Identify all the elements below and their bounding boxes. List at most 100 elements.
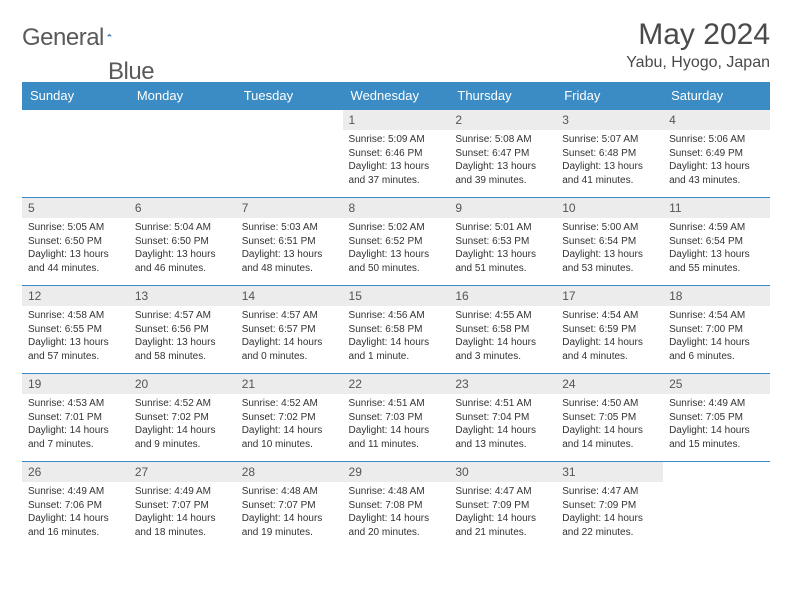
daylight-text: Daylight: 14 hours and 19 minutes.: [242, 512, 337, 539]
day-details: Sunrise: 4:55 AMSunset: 6:58 PMDaylight:…: [449, 306, 556, 373]
day-number: 7: [236, 198, 343, 218]
day-number: 24: [556, 374, 663, 394]
day-details: Sunrise: 5:08 AMSunset: 6:47 PMDaylight:…: [449, 130, 556, 197]
day-cell: 5Sunrise: 5:05 AMSunset: 6:50 PMDaylight…: [22, 198, 129, 286]
sunset-text: Sunset: 6:47 PM: [455, 147, 550, 161]
sunset-text: Sunset: 6:58 PM: [455, 323, 550, 337]
daylight-text: Daylight: 14 hours and 18 minutes.: [135, 512, 230, 539]
day-cell: 23Sunrise: 4:51 AMSunset: 7:04 PMDayligh…: [449, 374, 556, 462]
sunrise-text: Sunrise: 4:56 AM: [349, 309, 444, 323]
day-cell: 22Sunrise: 4:51 AMSunset: 7:03 PMDayligh…: [343, 374, 450, 462]
sunset-text: Sunset: 7:07 PM: [242, 499, 337, 513]
day-number: 3: [556, 110, 663, 130]
daylight-text: Daylight: 13 hours and 43 minutes.: [669, 160, 764, 187]
sunset-text: Sunset: 6:54 PM: [669, 235, 764, 249]
week-row: 19Sunrise: 4:53 AMSunset: 7:01 PMDayligh…: [22, 374, 770, 462]
day-cell: 15Sunrise: 4:56 AMSunset: 6:58 PMDayligh…: [343, 286, 450, 374]
sunrise-text: Sunrise: 5:09 AM: [349, 133, 444, 147]
day-cell: 16Sunrise: 4:55 AMSunset: 6:58 PMDayligh…: [449, 286, 556, 374]
dayname-saturday: Saturday: [663, 82, 770, 110]
sunrise-text: Sunrise: 4:53 AM: [28, 397, 123, 411]
sunrise-text: Sunrise: 4:52 AM: [242, 397, 337, 411]
dayname-monday: Monday: [129, 82, 236, 110]
sunrise-text: Sunrise: 4:49 AM: [28, 485, 123, 499]
day-number: 18: [663, 286, 770, 306]
day-number: 1: [343, 110, 450, 130]
day-number: 21: [236, 374, 343, 394]
sunset-text: Sunset: 7:04 PM: [455, 411, 550, 425]
sunrise-text: Sunrise: 5:07 AM: [562, 133, 657, 147]
day-cell: 20Sunrise: 4:52 AMSunset: 7:02 PMDayligh…: [129, 374, 236, 462]
day-cell: 30Sunrise: 4:47 AMSunset: 7:09 PMDayligh…: [449, 462, 556, 550]
sunrise-text: Sunrise: 4:49 AM: [135, 485, 230, 499]
sunset-text: Sunset: 7:03 PM: [349, 411, 444, 425]
sunrise-text: Sunrise: 5:02 AM: [349, 221, 444, 235]
day-number: 22: [343, 374, 450, 394]
day-cell: 17Sunrise: 4:54 AMSunset: 6:59 PMDayligh…: [556, 286, 663, 374]
day-details: Sunrise: 4:59 AMSunset: 6:54 PMDaylight:…: [663, 218, 770, 285]
day-details: Sunrise: 4:51 AMSunset: 7:04 PMDaylight:…: [449, 394, 556, 461]
day-cell: 0...: [663, 462, 770, 550]
day-cell: 31Sunrise: 4:47 AMSunset: 7:09 PMDayligh…: [556, 462, 663, 550]
day-details: Sunrise: 5:09 AMSunset: 6:46 PMDaylight:…: [343, 130, 450, 197]
daylight-text: Daylight: 13 hours and 58 minutes.: [135, 336, 230, 363]
daylight-text: Daylight: 14 hours and 11 minutes.: [349, 424, 444, 451]
week-row: 26Sunrise: 4:49 AMSunset: 7:06 PMDayligh…: [22, 462, 770, 550]
month-title: May 2024: [626, 18, 770, 52]
sunrise-text: Sunrise: 4:54 AM: [669, 309, 764, 323]
day-number: 15: [343, 286, 450, 306]
day-number: 11: [663, 198, 770, 218]
daylight-text: Daylight: 13 hours and 48 minutes.: [242, 248, 337, 275]
day-details: Sunrise: 4:54 AMSunset: 7:00 PMDaylight:…: [663, 306, 770, 373]
day-details: Sunrise: 5:03 AMSunset: 6:51 PMDaylight:…: [236, 218, 343, 285]
sunset-text: Sunset: 7:09 PM: [455, 499, 550, 513]
brand-name: General: [22, 24, 104, 52]
daylight-text: Daylight: 13 hours and 37 minutes.: [349, 160, 444, 187]
day-cell: 4Sunrise: 5:06 AMSunset: 6:49 PMDaylight…: [663, 110, 770, 198]
sunrise-text: Sunrise: 4:51 AM: [455, 397, 550, 411]
day-number: 5: [22, 198, 129, 218]
sunset-text: Sunset: 7:06 PM: [28, 499, 123, 513]
day-cell: 19Sunrise: 4:53 AMSunset: 7:01 PMDayligh…: [22, 374, 129, 462]
sunset-text: Sunset: 6:56 PM: [135, 323, 230, 337]
day-number: 26: [22, 462, 129, 482]
daylight-text: Daylight: 14 hours and 3 minutes.: [455, 336, 550, 363]
sunrise-text: Sunrise: 5:04 AM: [135, 221, 230, 235]
day-details: Sunrise: 5:01 AMSunset: 6:53 PMDaylight:…: [449, 218, 556, 285]
daylight-text: Daylight: 14 hours and 0 minutes.: [242, 336, 337, 363]
day-cell: 2Sunrise: 5:08 AMSunset: 6:47 PMDaylight…: [449, 110, 556, 198]
sunrise-text: Sunrise: 4:58 AM: [28, 309, 123, 323]
sunrise-text: Sunrise: 4:57 AM: [242, 309, 337, 323]
sunset-text: Sunset: 6:57 PM: [242, 323, 337, 337]
day-number: 10: [556, 198, 663, 218]
dayname-row: SundayMondayTuesdayWednesdayThursdayFrid…: [22, 82, 770, 110]
daylight-text: Daylight: 14 hours and 10 minutes.: [242, 424, 337, 451]
sunset-text: Sunset: 6:49 PM: [669, 147, 764, 161]
day-cell: 8Sunrise: 5:02 AMSunset: 6:52 PMDaylight…: [343, 198, 450, 286]
day-cell: 10Sunrise: 5:00 AMSunset: 6:54 PMDayligh…: [556, 198, 663, 286]
day-number: 8: [343, 198, 450, 218]
sunset-text: Sunset: 7:05 PM: [669, 411, 764, 425]
sunset-text: Sunset: 6:51 PM: [242, 235, 337, 249]
day-details: Sunrise: 4:56 AMSunset: 6:58 PMDaylight:…: [343, 306, 450, 373]
day-number: 27: [129, 462, 236, 482]
day-cell: 28Sunrise: 4:48 AMSunset: 7:07 PMDayligh…: [236, 462, 343, 550]
day-details: Sunrise: 4:48 AMSunset: 7:07 PMDaylight:…: [236, 482, 343, 549]
daylight-text: Daylight: 14 hours and 13 minutes.: [455, 424, 550, 451]
brand-name-a: General: [22, 24, 104, 51]
day-cell: 24Sunrise: 4:50 AMSunset: 7:05 PMDayligh…: [556, 374, 663, 462]
day-details: Sunrise: 5:07 AMSunset: 6:48 PMDaylight:…: [556, 130, 663, 197]
daylight-text: Daylight: 14 hours and 15 minutes.: [669, 424, 764, 451]
sunset-text: Sunset: 6:48 PM: [562, 147, 657, 161]
daylight-text: Daylight: 13 hours and 51 minutes.: [455, 248, 550, 275]
location-label: Yabu, Hyogo, Japan: [626, 54, 770, 72]
sunset-text: Sunset: 6:50 PM: [28, 235, 123, 249]
day-cell: 14Sunrise: 4:57 AMSunset: 6:57 PMDayligh…: [236, 286, 343, 374]
day-number: 13: [129, 286, 236, 306]
sunset-text: Sunset: 6:53 PM: [455, 235, 550, 249]
sunrise-text: Sunrise: 4:54 AM: [562, 309, 657, 323]
day-details: Sunrise: 4:47 AMSunset: 7:09 PMDaylight:…: [449, 482, 556, 549]
sunset-text: Sunset: 6:55 PM: [28, 323, 123, 337]
sunset-text: Sunset: 6:59 PM: [562, 323, 657, 337]
day-details: Sunrise: 5:04 AMSunset: 6:50 PMDaylight:…: [129, 218, 236, 285]
